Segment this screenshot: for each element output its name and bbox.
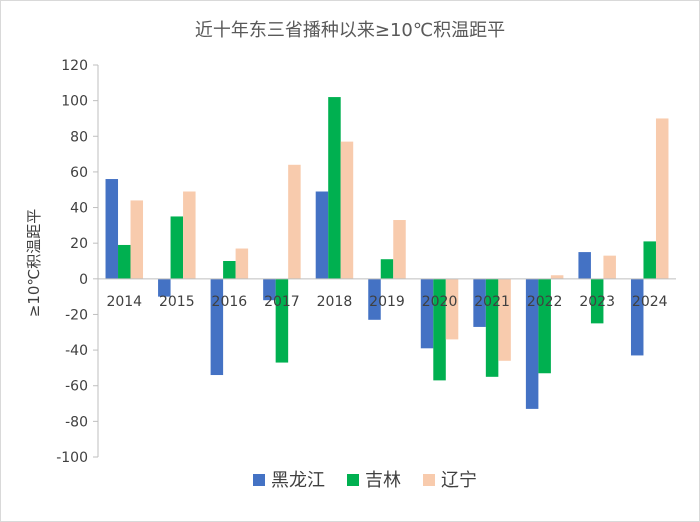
bar-黑龙江-2022: [525, 278, 539, 409]
bar-黑龙江-2015: [158, 278, 171, 297]
bar-吉林-2017: [275, 278, 289, 363]
x-tick-label: 2018: [317, 294, 353, 310]
legend-label: 辽宁: [441, 470, 477, 491]
y-tick-label: 100: [61, 94, 88, 110]
legend-swatch: [423, 474, 435, 486]
y-tick-label: 120: [61, 58, 88, 74]
x-tick-label: 2019: [369, 294, 405, 310]
bar-吉林-2019: [380, 259, 394, 279]
x-tick-label: 2017: [264, 294, 300, 310]
x-tick-label: 2014: [106, 294, 142, 310]
bar-辽宁-2024: [655, 118, 669, 279]
x-tick-label: 2016: [212, 294, 248, 310]
x-tick-label: 2020: [422, 294, 458, 310]
bar-吉林-2016: [223, 261, 236, 279]
y-tick-label: 40: [70, 201, 88, 217]
y-tick-label: -80: [65, 414, 88, 430]
x-tick-label: 2021: [474, 294, 510, 310]
bar-辽宁-2015: [183, 191, 196, 279]
legend-label: 黑龙江: [271, 470, 325, 491]
bar-吉林-2014: [118, 244, 131, 279]
bar-辽宁-2017: [288, 164, 301, 279]
y-tick-label: -60: [65, 379, 88, 395]
legend-swatch: [253, 474, 265, 486]
bar-辽宁-2023: [603, 255, 616, 279]
y-tick-label: 80: [70, 129, 88, 145]
bar-吉林-2021: [485, 278, 499, 377]
legend-label: 吉林: [365, 470, 401, 491]
x-tick-label: 2024: [632, 294, 668, 310]
legend: 黑龙江 吉林 辽宁: [253, 470, 477, 491]
chart-title: 近十年东三省播种以来≥10℃积温距平: [195, 20, 505, 41]
bar-黑龙江-2023: [578, 252, 591, 279]
y-tick-label: -100: [56, 450, 88, 466]
bar-辽宁-2021: [498, 278, 511, 361]
bar-吉林-2023: [590, 278, 604, 324]
x-tick-label: 2022: [527, 294, 563, 310]
bar-吉林-2024: [643, 241, 656, 279]
bar-吉林-2018: [328, 97, 341, 279]
bar-吉林-2022: [538, 278, 551, 374]
x-tick-label: 2015: [159, 294, 195, 310]
y-tick-label: -40: [65, 343, 88, 359]
bar-黑龙江-2016: [210, 278, 224, 376]
bar-吉林-2015: [170, 216, 184, 279]
bar-黑龙江-2024: [630, 278, 644, 356]
legend-swatch: [347, 474, 359, 486]
y-axis-label: ≥10℃积温距平: [25, 209, 43, 318]
bar-辽宁-2020: [445, 278, 459, 340]
plot-area: 120 100 80 60 40 20 0 -20 -40 -60 -80 -100 2014 2015 2…: [56, 58, 676, 466]
y-tick-label: 0: [79, 272, 88, 288]
bar-黑龙江-2018: [315, 191, 329, 279]
bar-辽宁-2014: [130, 200, 144, 279]
y-tick-label: 60: [70, 165, 88, 181]
bar-黑龙江-2020: [420, 278, 434, 349]
bar-辽宁-2018: [340, 141, 354, 279]
bar-辽宁-2019: [393, 220, 406, 279]
bar-黑龙江-2014: [105, 179, 119, 279]
y-tick-label: 20: [70, 236, 88, 252]
bar-黑龙江-2017: [263, 278, 276, 301]
bar-黑龙江-2021: [473, 278, 486, 327]
x-tick-label: 2023: [579, 294, 615, 310]
y-tick-label: -20: [65, 307, 88, 323]
bar-黑龙江-2019: [368, 278, 381, 320]
bar-辽宁-2022: [550, 275, 564, 279]
bar-吉林-2020: [433, 278, 446, 381]
bar-辽宁-2016: [235, 248, 249, 279]
